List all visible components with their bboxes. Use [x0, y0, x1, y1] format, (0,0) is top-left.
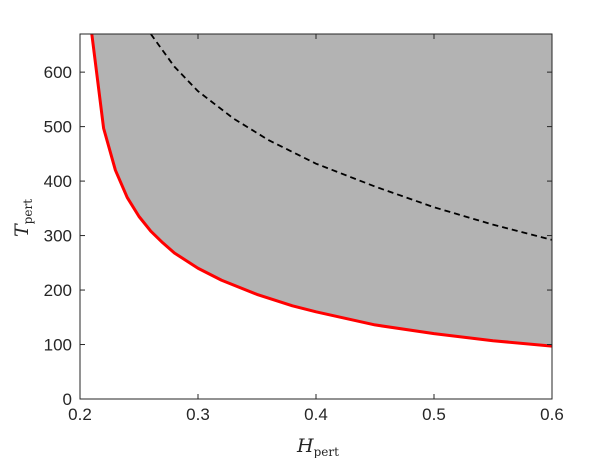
x-tick-label: 0.3 — [186, 405, 210, 424]
plot-area — [90, 34, 552, 348]
y-tick-label: 600 — [44, 63, 72, 82]
y-tick-label: 500 — [44, 118, 72, 137]
x-axis-label: Hpert — [296, 435, 339, 458]
y-tick-label: 200 — [44, 281, 72, 300]
y-tick-label: 300 — [44, 227, 72, 246]
x-tick-label: 0.4 — [304, 405, 328, 424]
y-tick-label: 0 — [63, 390, 72, 409]
y-axis-label: Tpert — [11, 199, 35, 237]
y-tick-label: 400 — [44, 172, 72, 191]
x-tick-label: 0.5 — [422, 405, 446, 424]
red-boundary-curve — [90, 34, 552, 348]
x-tick-label: 0.6 — [540, 405, 564, 424]
shaded-region — [91, 34, 552, 347]
x-tick-label: 0.2 — [68, 405, 92, 424]
y-tick-label: 100 — [44, 336, 72, 355]
ticks: 0.2 0.3 0.4 0.5 0.6 0 100 200 300 400 500 600 — [44, 34, 564, 424]
